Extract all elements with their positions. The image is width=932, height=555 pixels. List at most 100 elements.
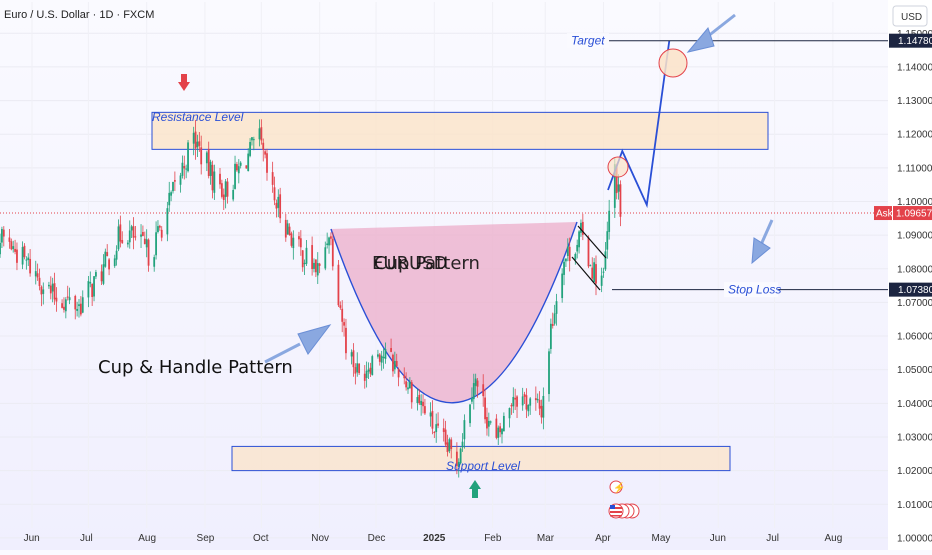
x-tick-label: Feb	[484, 533, 502, 544]
candle	[476, 378, 479, 398]
candle	[93, 276, 95, 302]
y-tick-label: 1.01000	[897, 500, 932, 511]
candle	[553, 304, 556, 326]
candle	[76, 301, 79, 317]
y-tick-label: 1.08000	[897, 264, 932, 275]
candle	[213, 164, 216, 200]
candle	[424, 398, 426, 416]
candle	[292, 230, 295, 260]
currency-button[interactable]: USD	[892, 5, 928, 27]
candle	[277, 189, 280, 218]
price-scale-panel[interactable]	[888, 0, 932, 550]
candle	[393, 351, 396, 374]
breakout-circle[interactable]	[607, 156, 629, 178]
center-label-symbol: EURUSD	[372, 253, 448, 274]
candle	[548, 348, 550, 402]
stop-loss-label-background	[724, 282, 778, 298]
candle	[113, 254, 116, 268]
candle	[42, 282, 45, 305]
candle	[179, 172, 182, 193]
svg-text:1.14780: 1.14780	[898, 36, 932, 47]
candle	[21, 241, 24, 270]
candle	[461, 433, 464, 452]
resistance-zone[interactable]	[151, 111, 769, 150]
candle	[378, 352, 381, 366]
candle	[245, 165, 248, 169]
candle	[568, 237, 571, 272]
y-tick-label: 1.11000	[897, 163, 932, 174]
target-label-background	[567, 33, 609, 49]
candle	[377, 349, 379, 359]
y-tick-label: 1.05000	[897, 365, 932, 376]
candle	[23, 243, 26, 260]
candle	[600, 267, 603, 293]
candle	[514, 388, 517, 411]
candle	[486, 407, 488, 436]
candle	[196, 134, 199, 158]
candle	[512, 387, 515, 414]
candle	[576, 239, 579, 259]
us-flag-events-icon[interactable]	[608, 503, 640, 519]
candle	[160, 226, 163, 242]
x-tick-label: 2025	[423, 533, 446, 544]
candle	[313, 258, 315, 273]
candle	[181, 155, 184, 179]
handle-flag-upper[interactable]	[577, 225, 607, 259]
candle	[420, 394, 423, 416]
x-tick-label: Oct	[253, 533, 269, 544]
candle	[448, 437, 451, 454]
candle	[538, 391, 541, 416]
y-tick-label: 1.14000	[897, 62, 932, 73]
candle	[49, 276, 52, 300]
candle	[198, 132, 201, 152]
candle	[48, 281, 50, 289]
support-zone[interactable]	[231, 445, 731, 472]
candle	[299, 230, 302, 256]
candle	[619, 180, 622, 227]
candle	[219, 168, 221, 189]
candle	[64, 297, 67, 319]
candle	[247, 148, 250, 172]
y-tick-label: 1.04000	[897, 399, 932, 410]
candle	[91, 283, 94, 306]
candle	[279, 187, 282, 224]
candle	[155, 221, 157, 260]
candle	[192, 126, 195, 156]
center-label-pattern: Cup Pattern	[374, 253, 480, 274]
cup-curve[interactable]	[330, 221, 578, 404]
candle	[2, 226, 5, 247]
candle	[95, 269, 97, 280]
stop-loss-price-tag: 1.07380	[889, 282, 932, 297]
candle	[326, 232, 329, 249]
target-circle[interactable]	[658, 48, 688, 78]
candle	[316, 252, 319, 285]
candle	[14, 239, 16, 255]
candle	[549, 318, 552, 354]
candle	[474, 373, 477, 395]
candle	[78, 298, 80, 318]
candle	[595, 255, 597, 296]
target-price-tag: 1.14780	[889, 33, 932, 48]
candle	[587, 235, 590, 269]
candle	[237, 159, 240, 184]
candle	[12, 240, 15, 253]
lightning-event-icon[interactable]: ⚡	[609, 480, 625, 494]
candle	[87, 276, 90, 308]
candle	[354, 363, 357, 385]
candle	[463, 414, 466, 449]
candle	[382, 348, 385, 369]
candle	[209, 159, 212, 185]
y-tick-label: 1.09000	[897, 231, 932, 242]
candle	[121, 231, 124, 244]
candle	[356, 352, 359, 377]
candle	[540, 399, 543, 424]
candle	[330, 232, 332, 246]
candle	[220, 179, 223, 199]
y-tick-label: 1.07000	[897, 298, 932, 309]
candle	[369, 362, 372, 377]
candle	[418, 388, 421, 406]
handle-flag-lower[interactable]	[571, 256, 601, 291]
candle	[363, 365, 366, 389]
candle	[331, 232, 334, 271]
